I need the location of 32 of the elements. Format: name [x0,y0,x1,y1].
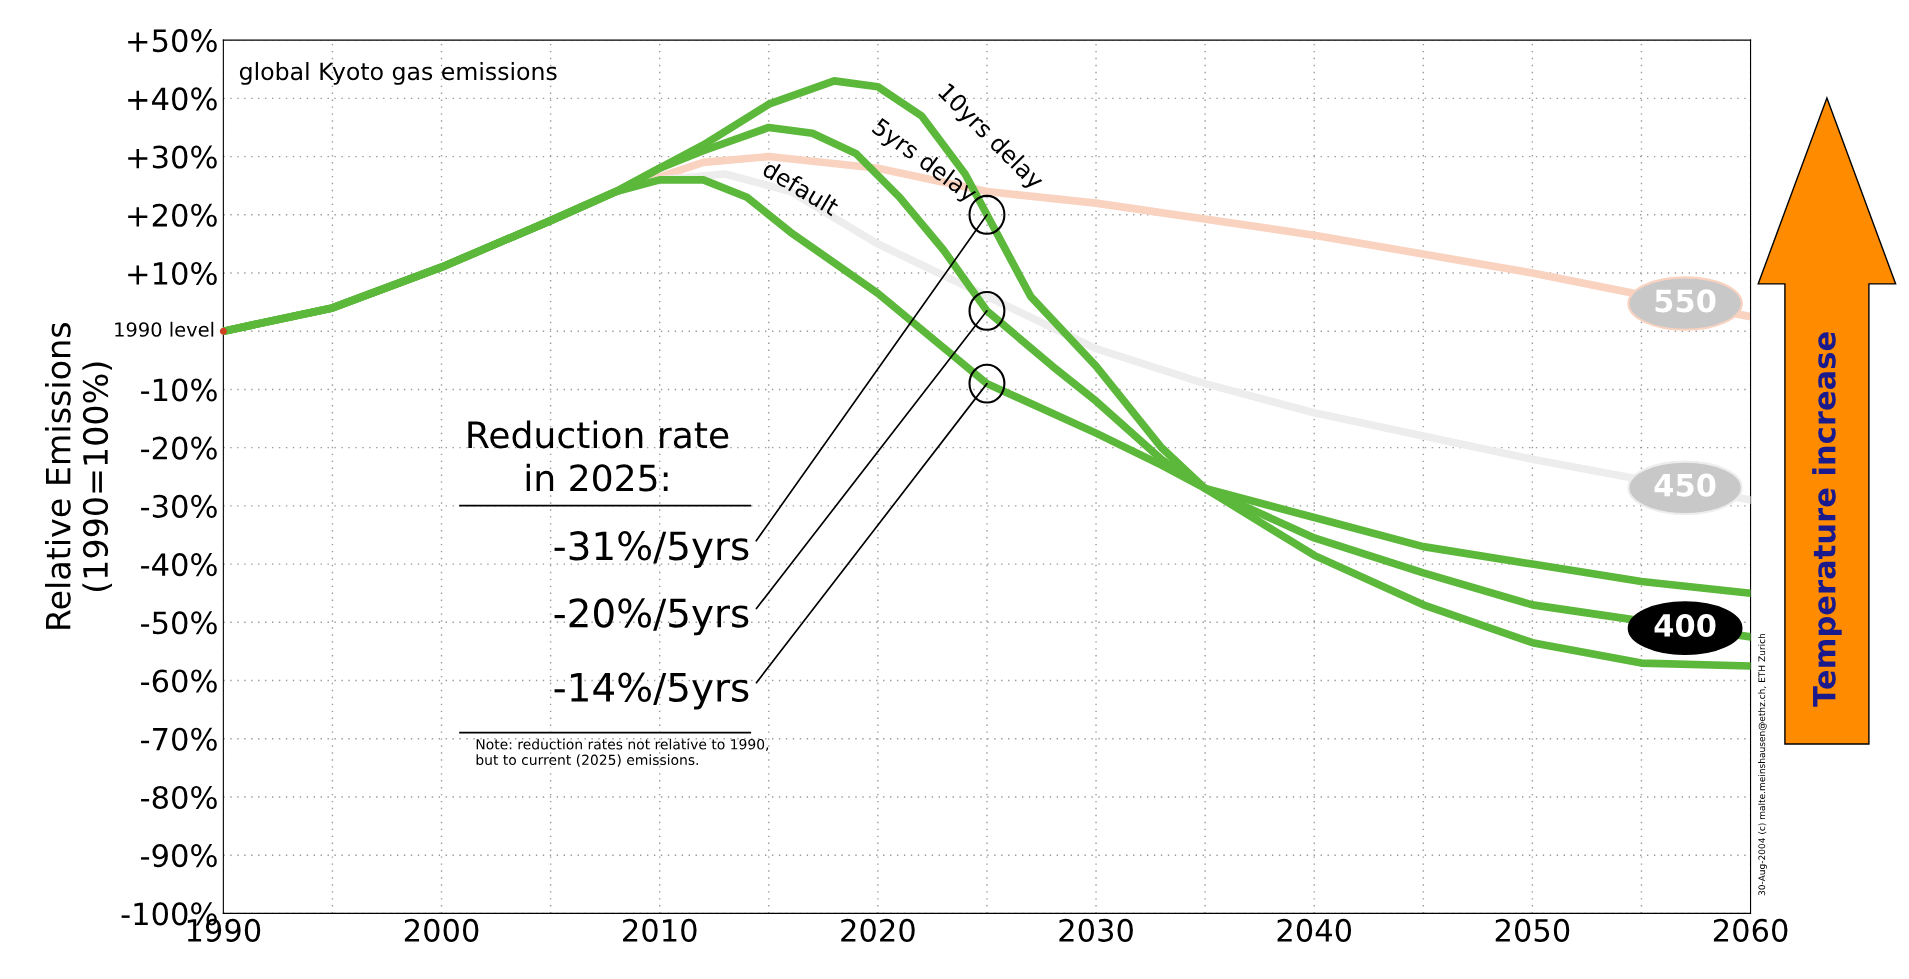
x-tick-label: 2030 [1059,918,1133,942]
x-tick-label: 2050 [1495,918,1570,942]
y-tick-label: -10% [141,378,217,402]
y-tick-label: -60% [141,669,217,693]
annotation: -31%/5yrs [554,531,749,569]
text: global Kyoto gas emissions [239,61,557,85]
annotation: -20%/5yrs [554,598,749,636]
y-tick-label: -80% [141,785,217,810]
y-tick-label: +50% [128,29,217,53]
annotation: 400 [1654,613,1716,638]
x-tick-label: 2000 [404,918,479,942]
y-tick-label: -30% [141,494,217,518]
y-tick-label: +30% [128,145,217,169]
y-tick-label: -40% [141,553,217,577]
text: 30-Aug-2004 (c) malte.meinshausen@ethz.ch, ETH Zurich [1758,633,1767,896]
y-tick-label: -70% [141,727,217,751]
annotation: -14%/5yrs [554,672,749,710]
y-tick-label: -90% [141,844,217,868]
annotation: Note: reduction rates not relative to 1990, but to current (2025) emissions. [476,738,769,767]
x-tick-label: 2040 [1277,918,1352,942]
y-axis-title: Relative Emissions (1990=100%) [44,323,113,629]
text: Temperature increase [1812,332,1842,707]
annotation: 1990 level [115,321,214,337]
y-tick-label: +40% [128,87,217,111]
x-tick-label: 2010 [623,918,697,942]
annotation: Reduction rate in 2025: [468,420,729,492]
y-tick-label: +10% [128,261,217,286]
y-tick-label: -20% [141,436,217,460]
y-tick-label: +20% [128,203,217,227]
x-tick-label: 2020 [841,918,915,942]
x-tick-label: 2060 [1713,918,1788,942]
y-tick-label: -50% [141,611,217,635]
